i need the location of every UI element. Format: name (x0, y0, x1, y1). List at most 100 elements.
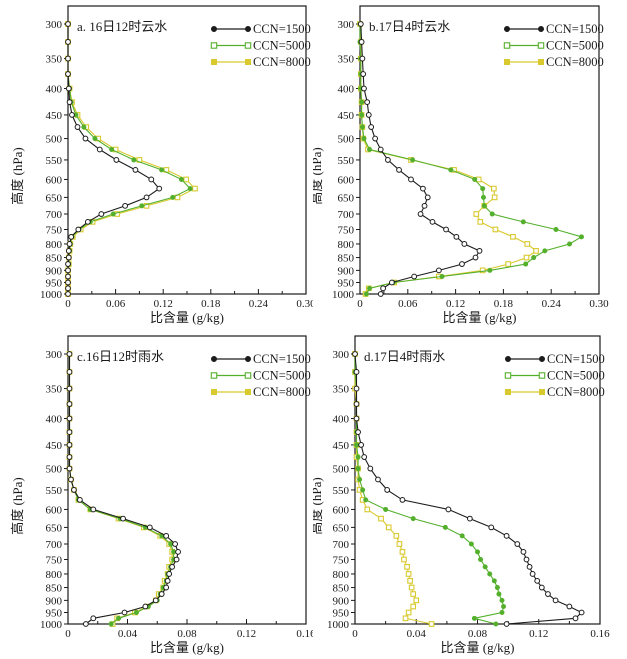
data-point-marker (443, 226, 449, 233)
series-ccn-5000 (352, 351, 507, 627)
data-point-marker (69, 112, 75, 118)
y-tick-label: 700 (333, 539, 350, 551)
data-point-marker (146, 524, 153, 531)
legend-marker (503, 42, 511, 49)
y-tick-label: 850 (333, 583, 350, 595)
y-tick-label: 750 (46, 554, 63, 566)
data-point-marker (66, 401, 73, 407)
y-tick-label: 1000 (327, 619, 350, 631)
data-point-marker (529, 571, 536, 577)
data-point-marker (109, 146, 115, 152)
data-point-marker (396, 166, 402, 173)
legend-marker (211, 25, 218, 32)
y-tick-label: 750 (338, 224, 355, 236)
data-point-marker (503, 532, 510, 539)
data-point-marker (143, 194, 150, 201)
data-point-marker (116, 615, 122, 621)
x-tick-label: 0.30 (589, 298, 609, 310)
data-point-marker (121, 609, 128, 616)
series-ccn-1500 (352, 351, 585, 627)
data-point-marker (578, 609, 585, 616)
y-tick-label: 800 (333, 569, 350, 581)
legend-entry-ccn-5000: CCN=5000 (503, 39, 604, 53)
data-point-marker (487, 571, 493, 577)
x-tick-label: 0.12 (154, 298, 173, 310)
y-tick-label: 600 (338, 174, 355, 186)
data-point-marker (402, 615, 409, 622)
data-point-marker (401, 556, 407, 563)
data-point-marker (375, 476, 381, 483)
y-tick-label: 300 (46, 349, 63, 361)
data-point-marker (578, 234, 584, 240)
series-ccn-1500 (66, 351, 181, 627)
panel-title: b.17日4时云水 (369, 19, 450, 34)
x-tick-label: 0.04 (118, 628, 138, 640)
legend-marker (244, 372, 252, 379)
x-tick-label: 0.16 (296, 628, 313, 640)
data-point-marker (353, 415, 360, 422)
legend-entry-ccn-5000: CCN=5000 (210, 39, 311, 53)
data-point-marker (493, 621, 499, 627)
x-tick-label: 0.16 (590, 628, 610, 640)
data-point-marker (84, 218, 91, 225)
data-point-marker (353, 401, 360, 407)
y-tick-label: 1000 (40, 289, 63, 301)
data-point-marker (159, 167, 165, 173)
legend-marker (538, 58, 545, 65)
legend-entry-ccn-1500: CCN=1500 (211, 22, 311, 36)
data-point-marker (368, 124, 375, 130)
panel-title: a. 16日12时云水 (77, 19, 167, 34)
data-point-marker (572, 615, 579, 622)
y-tick-label: 350 (338, 54, 355, 66)
data-point-marker (90, 506, 97, 513)
data-point-marker (459, 533, 465, 539)
data-point-marker (442, 524, 448, 530)
x-tick-label: 0.04 (407, 628, 427, 640)
data-point-marker (66, 454, 73, 460)
data-point-marker (163, 584, 170, 591)
data-point-marker (448, 167, 454, 173)
data-point-marker (148, 176, 155, 183)
series-ccn-5000 (66, 351, 177, 627)
data-point-marker (133, 609, 139, 615)
legend-label: CCN=8000 (547, 385, 605, 399)
data-point-marker (359, 55, 366, 62)
data-point-marker (453, 233, 460, 240)
y-tick-label: 300 (333, 349, 350, 361)
data-point-marker (82, 621, 89, 627)
data-point-marker (492, 226, 499, 233)
y-tick-label: 400 (46, 414, 63, 426)
x-axis-title: 比含量 (g/kg) (440, 640, 514, 655)
series-line (360, 23, 481, 295)
series-ccn-8000 (357, 21, 539, 297)
y-tick-label: 900 (333, 595, 350, 607)
y-tick-label: 850 (46, 583, 63, 595)
y-tick-label: 650 (333, 522, 350, 534)
x-tick-label: 0.12 (446, 298, 465, 310)
y-tick-label: 700 (46, 539, 63, 551)
legend-marker (505, 388, 512, 395)
y-tick-label: 950 (46, 607, 63, 619)
data-point-marker (487, 267, 493, 273)
data-point-marker (545, 591, 551, 597)
data-point-marker (74, 124, 81, 130)
legend-label: CCN=1500 (253, 22, 311, 36)
legend-marker (505, 355, 512, 362)
data-point-marker (65, 247, 72, 254)
data-point-marker (473, 211, 480, 217)
y-tick-label: 650 (46, 192, 63, 204)
data-point-marker (364, 99, 371, 106)
legend-marker (211, 58, 218, 65)
legend-entry-ccn-1500: CCN=1500 (505, 352, 605, 366)
data-point-marker (372, 135, 379, 142)
data-point-marker (66, 385, 73, 392)
data-point-marker (420, 185, 426, 192)
y-tick-label: 700 (46, 209, 63, 221)
data-point-marker (139, 203, 145, 209)
x-tick-label: 0 (65, 298, 71, 310)
data-point-marker (538, 584, 545, 591)
data-point-marker (357, 21, 364, 27)
data-point-marker (142, 603, 149, 610)
data-point-marker (172, 541, 179, 547)
data-point-marker (358, 442, 365, 448)
